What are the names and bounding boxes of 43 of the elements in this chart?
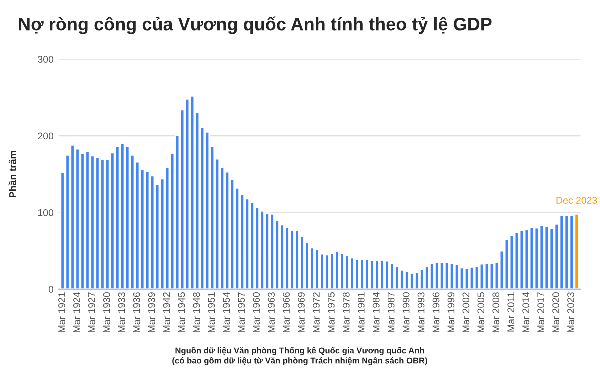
x-tick-label: Mar 1969	[298, 292, 305, 332]
y-axis-title: Phần trăm	[8, 151, 16, 198]
x-tick-label: Mar 1996	[432, 292, 440, 332]
x-tick-label: Mar 1987	[388, 292, 395, 332]
x-tick-label: Mar 1933	[118, 292, 126, 332]
x-tick-label: Mar 1972	[313, 292, 320, 332]
y-tick-label: 100	[38, 209, 54, 216]
x-tick-label: Mar 1939	[148, 292, 156, 332]
x-tick-label: Mar 1981	[358, 292, 365, 332]
x-tick-label: Mar 1954	[223, 292, 230, 332]
x-tick-label: Mar 1963	[268, 292, 275, 332]
y-tick-label: 0	[48, 286, 54, 293]
x-tick-label: Mar 2023	[568, 292, 574, 332]
x-tick-label: Mar 1999	[448, 292, 455, 332]
x-tick-label: Mar 1927	[88, 292, 96, 332]
x-tick-label: Mar 1957	[238, 292, 246, 332]
x-tick-label: Mar 2008	[492, 292, 500, 332]
x-tick-label: Mar 1948	[193, 292, 200, 332]
x-tick-label: Mar 1978	[342, 292, 350, 332]
x-tick-label: Mar 1960	[253, 292, 260, 332]
text: Nguồn dữ liệu Văn phòng Thống kê Quốc gia Vương quốc Anh (có bao gồm dữ liệu từ Văn phòng Trách nhiệm Ngân sách OBR)	[172, 347, 428, 366]
x-tick-label: Mar 2005	[478, 292, 485, 332]
x-tick-label: Mar 2020	[552, 292, 560, 332]
x-tick-label: Mar 1936	[133, 292, 140, 332]
x-tick-label: Mar 1921	[58, 292, 66, 332]
x-tick-label: Mar 1984	[372, 292, 380, 332]
x-tick-label: Mar 1930	[103, 292, 110, 332]
x-tick-label: Mar 2002	[462, 292, 470, 332]
x-tick-label: Mar 1975	[328, 292, 335, 332]
chart-title: Nợ ròng công của Vương quốc Anh tính theo tỷ lệ GDP	[19, 16, 492, 34]
y-tick-label: 300	[38, 56, 54, 63]
x-tick-label: Mar 1951	[208, 292, 216, 332]
annotation: Dec 2023	[556, 197, 598, 204]
y-tick-label: 200	[38, 132, 54, 140]
x-tick-label: Mar 1945	[178, 292, 186, 332]
x-tick-label: Mar 1924	[73, 292, 80, 332]
x-tick-label: Mar 1966	[283, 292, 290, 332]
x-tick-label: Mar 2011	[508, 292, 515, 332]
x-tick-label: Mar 2014	[522, 292, 530, 332]
x-tick-label: Mar 1990	[402, 292, 410, 332]
x-tick-label: Mar 1942	[163, 292, 170, 332]
x-tick-label: Mar 2017	[538, 292, 544, 332]
x-tick-label: Mar 1993	[418, 292, 425, 332]
